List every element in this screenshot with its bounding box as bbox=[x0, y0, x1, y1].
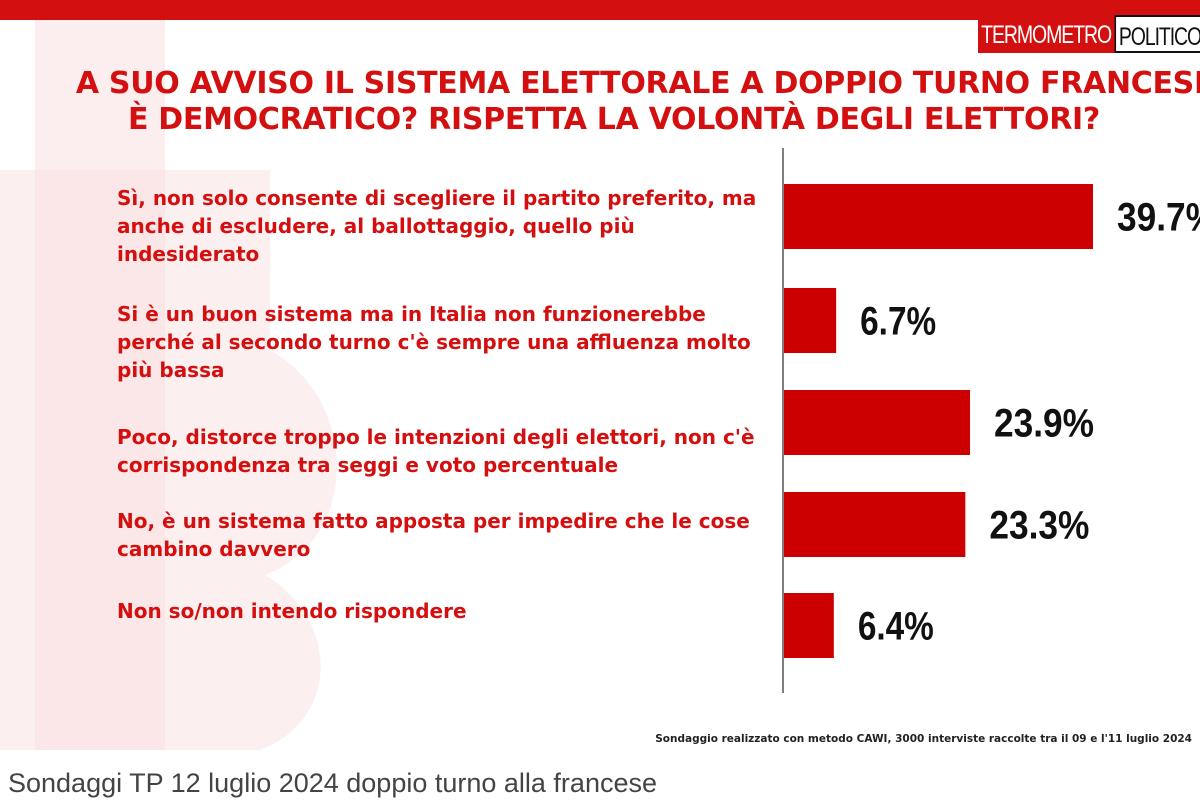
logo-word-politico: POLITICO bbox=[1114, 15, 1200, 53]
category-label: Non so/non intendo rispondere bbox=[117, 599, 467, 623]
bar bbox=[784, 593, 834, 658]
image-caption: Sondaggi TP 12 luglio 2024 doppio turno … bbox=[8, 768, 657, 798]
bar bbox=[784, 390, 971, 455]
category-label: Si è un buon sistema ma in Italia non fu… bbox=[117, 302, 751, 382]
bar bbox=[784, 492, 966, 557]
survey-footnote: Sondaggio realizzato con metodo CAWI, 30… bbox=[655, 733, 1192, 745]
caption-strip bbox=[0, 750, 1200, 800]
chart-title-line: È DEMOCRATICO? RISPETTA LA VOLONTÀ DEGLI… bbox=[127, 102, 1101, 137]
chart-title: A SUO AVVISO IL SISTEMA ELETTORALE A DOP… bbox=[0, 66, 1200, 138]
data-label: 6.7% bbox=[860, 300, 936, 344]
data-label: 39.7% bbox=[1117, 196, 1200, 240]
bar-chart: 39.7% 6.7% 23.9% 23.3% 6.4% bbox=[782, 148, 1200, 693]
category-label: Poco, distorce troppo le intenzioni degl… bbox=[117, 425, 755, 477]
bar bbox=[784, 184, 1093, 249]
top-bar bbox=[0, 0, 1200, 20]
logo-word-termometro: TERMOMETRO bbox=[978, 15, 1115, 53]
bar bbox=[784, 288, 837, 353]
category-label: No, è un sistema fatto apposta per imped… bbox=[117, 509, 750, 561]
brand-logo: TERMOMETRO POLITICO bbox=[978, 15, 1200, 53]
category-label: Sì, non solo consente di scegliere il pa… bbox=[117, 186, 757, 266]
data-label: 23.9% bbox=[994, 402, 1094, 446]
chart-title-line: A SUO AVVISO IL SISTEMA ELETTORALE A DOP… bbox=[75, 66, 1200, 101]
data-label: 23.3% bbox=[989, 504, 1089, 548]
data-label: 6.4% bbox=[858, 605, 934, 649]
